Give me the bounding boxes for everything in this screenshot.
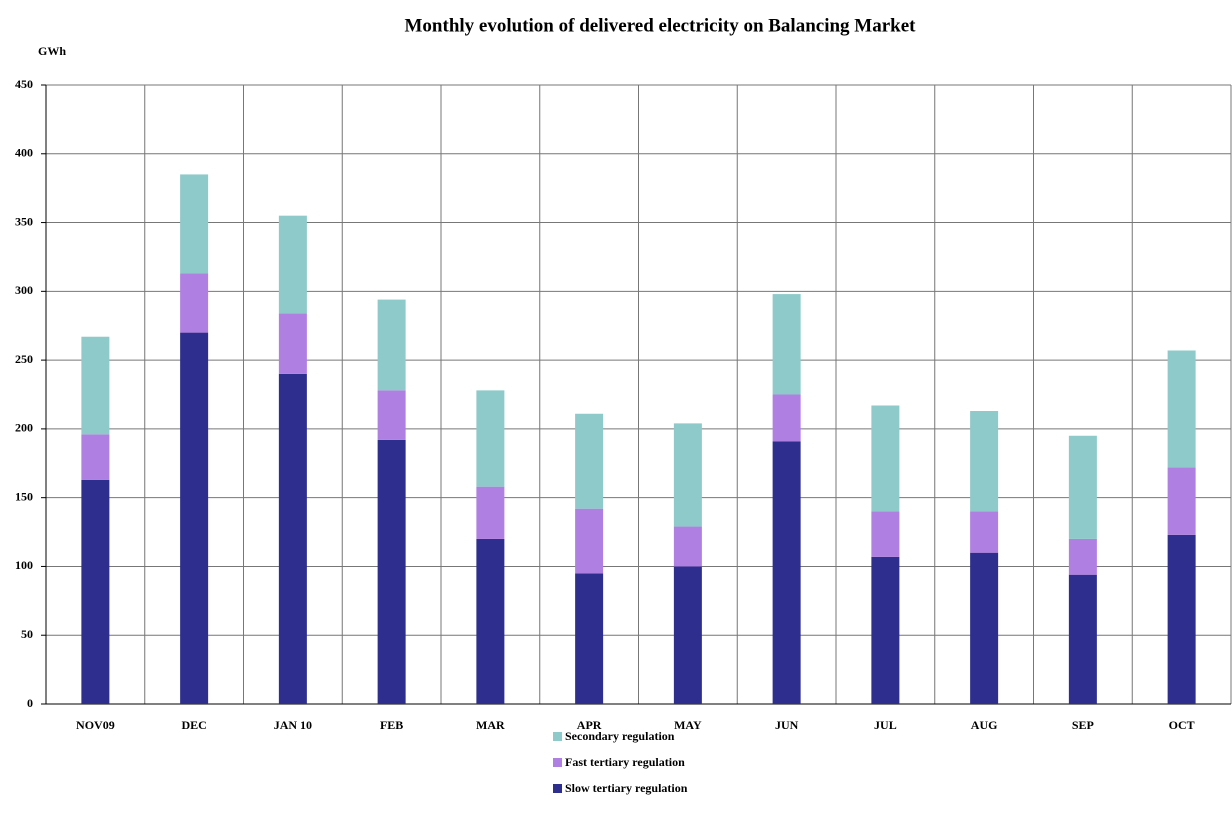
bar-segment [673,423,702,527]
bar-segment [871,556,900,704]
bar-segment [673,566,702,704]
bar-segment [180,273,209,333]
x-tick-label: NOV09 [76,718,115,732]
bar-segment [180,174,209,274]
y-tick-label: 450 [15,77,33,91]
bar-segment [1068,435,1097,539]
bar-segment [1167,467,1196,535]
x-tick-label: OCT [1169,718,1195,732]
bar-segment [278,215,307,314]
x-tick-label: APR [577,718,602,732]
y-tick-label: 50 [21,627,33,641]
bar-segment [575,413,604,509]
legend-swatch [553,732,562,741]
x-tick-label: JAN 10 [274,718,312,732]
bar-segment [81,336,110,435]
y-tick-label: 100 [15,558,33,572]
y-tick-label: 200 [15,421,33,435]
bar-segment [1167,534,1196,704]
y-tick-label: 150 [15,489,33,503]
bar-segment [575,573,604,704]
bar-segment [377,299,406,391]
legend-swatch [553,758,562,767]
x-tick-label: AUG [971,718,998,732]
x-tick-label: DEC [181,718,206,732]
y-tick-label: 400 [15,146,33,160]
bar-segment [970,552,999,704]
bar-segment [81,434,110,480]
bar-segment [81,479,110,704]
x-tick-label: MAR [476,718,505,732]
legend-swatch [553,784,562,793]
x-tick-label: JUN [775,718,799,732]
y-tick-label: 350 [15,214,33,228]
bar-segment [772,441,801,704]
chart-title: Monthly evolution of delivered electrici… [405,15,917,36]
bar-segment [772,394,801,442]
x-tick-label: JUL [874,718,897,732]
legend-label: Slow tertiary regulation [565,781,688,795]
bar-segment [476,538,505,704]
y-tick-label: 0 [27,696,33,710]
bar-segment [772,294,801,395]
bar-segment [476,390,505,487]
x-tick-label: FEB [380,718,403,732]
bar-segment [575,508,604,574]
y-axis-label: GWh [38,44,66,58]
bar-segment [278,373,307,704]
bar-segment [970,511,999,553]
bar-segment [377,439,406,704]
y-tick-label: 300 [15,283,33,297]
y-tick-label: 250 [15,352,33,366]
bar-segment [871,511,900,557]
bar-segment [871,405,900,512]
x-tick-label: MAY [674,718,702,732]
bar-segment [1068,574,1097,704]
bar-segment [476,486,505,539]
bar-segment [970,411,999,512]
bar-segment [1068,538,1097,575]
legend-label: Secondary regulation [565,729,675,743]
bar-segment [1167,350,1196,468]
bar-segment [673,526,702,567]
bar-segment [278,313,307,374]
x-tick-label: SEP [1072,718,1094,732]
bar-segment [180,332,209,704]
bar-segment [377,390,406,440]
legend-label: Fast tertiary regulation [565,755,685,769]
